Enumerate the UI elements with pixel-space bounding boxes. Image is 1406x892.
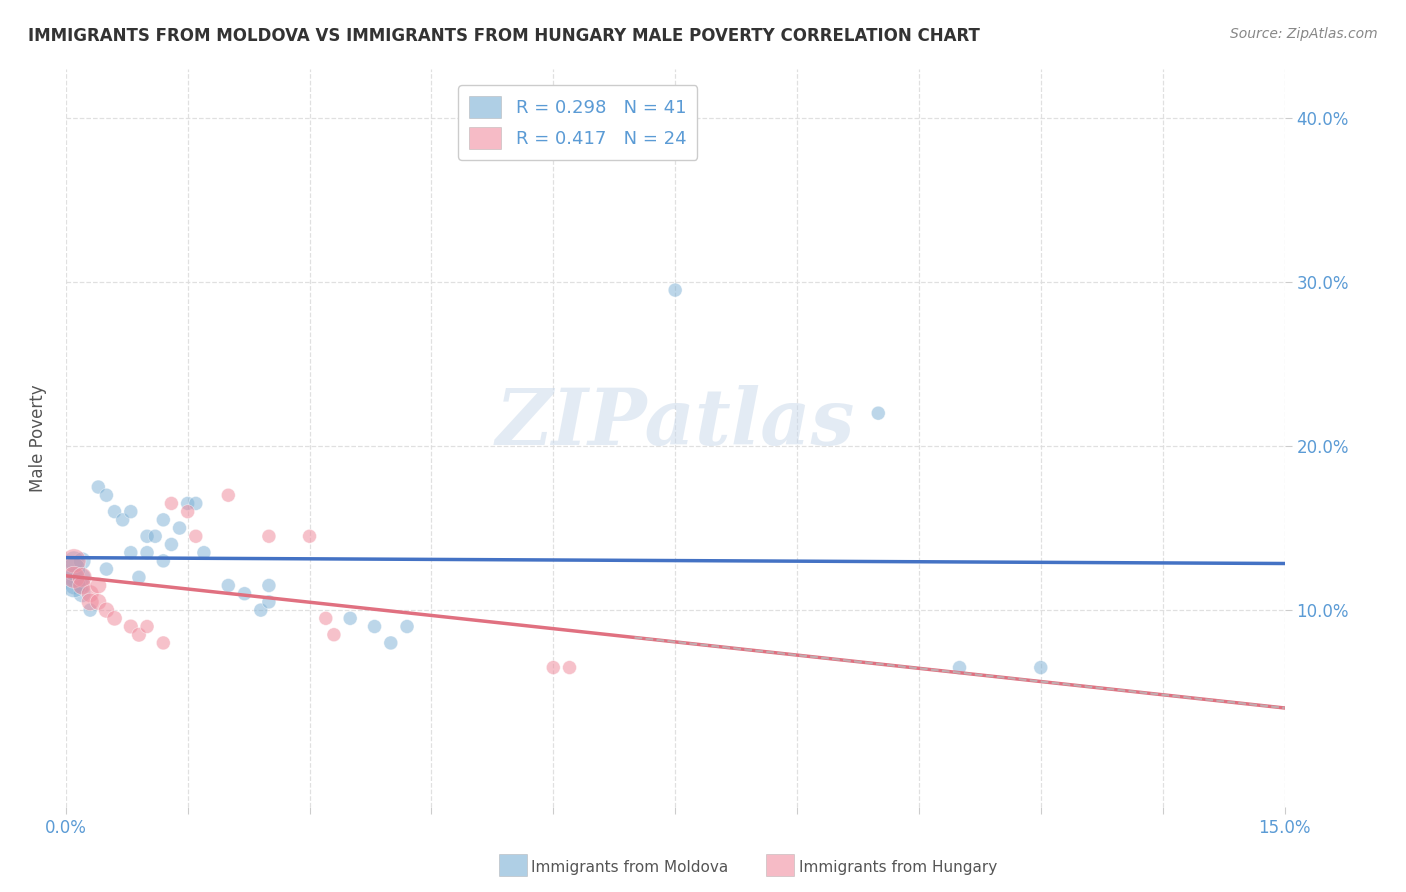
Point — [257, 529, 280, 543]
Point — [339, 611, 361, 625]
Point — [63, 570, 86, 584]
Point — [298, 529, 321, 543]
Point — [70, 570, 93, 584]
Point — [79, 595, 101, 609]
Point — [70, 587, 93, 601]
Point — [169, 521, 191, 535]
Point — [249, 603, 271, 617]
Legend: R = 0.298   N = 41, R = 0.417   N = 24: R = 0.298 N = 41, R = 0.417 N = 24 — [458, 85, 697, 160]
Point — [63, 578, 86, 592]
Point — [193, 546, 215, 560]
Point — [96, 603, 118, 617]
Point — [543, 660, 565, 674]
Point — [120, 619, 142, 633]
Point — [184, 529, 207, 543]
Point — [396, 619, 419, 633]
Point — [103, 505, 125, 519]
Point — [152, 636, 174, 650]
Text: IMMIGRANTS FROM MOLDOVA VS IMMIGRANTS FROM HUNGARY MALE POVERTY CORRELATION CHAR: IMMIGRANTS FROM MOLDOVA VS IMMIGRANTS FR… — [28, 27, 980, 45]
Point — [128, 628, 150, 642]
Point — [868, 406, 890, 420]
Point — [63, 562, 86, 576]
Y-axis label: Male Poverty: Male Poverty — [30, 384, 46, 491]
Point — [176, 496, 198, 510]
Point — [128, 570, 150, 584]
Point — [63, 554, 86, 568]
Point — [79, 603, 101, 617]
Point — [363, 619, 385, 633]
Point — [184, 496, 207, 510]
Point — [87, 595, 110, 609]
Point — [136, 619, 159, 633]
Point — [70, 570, 93, 584]
Point — [63, 554, 86, 568]
Point — [87, 480, 110, 494]
Text: ZIPatlas: ZIPatlas — [495, 384, 855, 461]
Text: Immigrants from Hungary: Immigrants from Hungary — [799, 860, 997, 874]
Point — [96, 562, 118, 576]
Point — [233, 587, 256, 601]
Point — [70, 554, 93, 568]
Point — [257, 578, 280, 592]
Point — [96, 488, 118, 502]
Point — [322, 628, 344, 642]
Text: Source: ZipAtlas.com: Source: ZipAtlas.com — [1230, 27, 1378, 41]
Point — [79, 587, 101, 601]
Point — [152, 513, 174, 527]
Point — [70, 578, 93, 592]
Point — [558, 660, 581, 674]
Point — [143, 529, 166, 543]
Point — [176, 505, 198, 519]
Point — [1029, 660, 1052, 674]
Point — [948, 660, 970, 674]
Point — [111, 513, 134, 527]
Point — [160, 537, 183, 551]
Point — [136, 529, 159, 543]
Point — [152, 554, 174, 568]
Point — [160, 496, 183, 510]
Point — [217, 488, 239, 502]
Point — [315, 611, 337, 625]
Point — [120, 505, 142, 519]
Point — [63, 578, 86, 592]
Point — [70, 578, 93, 592]
Point — [63, 570, 86, 584]
Point — [87, 578, 110, 592]
Point — [380, 636, 402, 650]
Point — [664, 283, 686, 297]
Text: Immigrants from Moldova: Immigrants from Moldova — [531, 860, 728, 874]
Point — [120, 546, 142, 560]
Point — [257, 595, 280, 609]
Point — [217, 578, 239, 592]
Point — [136, 546, 159, 560]
Point — [103, 611, 125, 625]
